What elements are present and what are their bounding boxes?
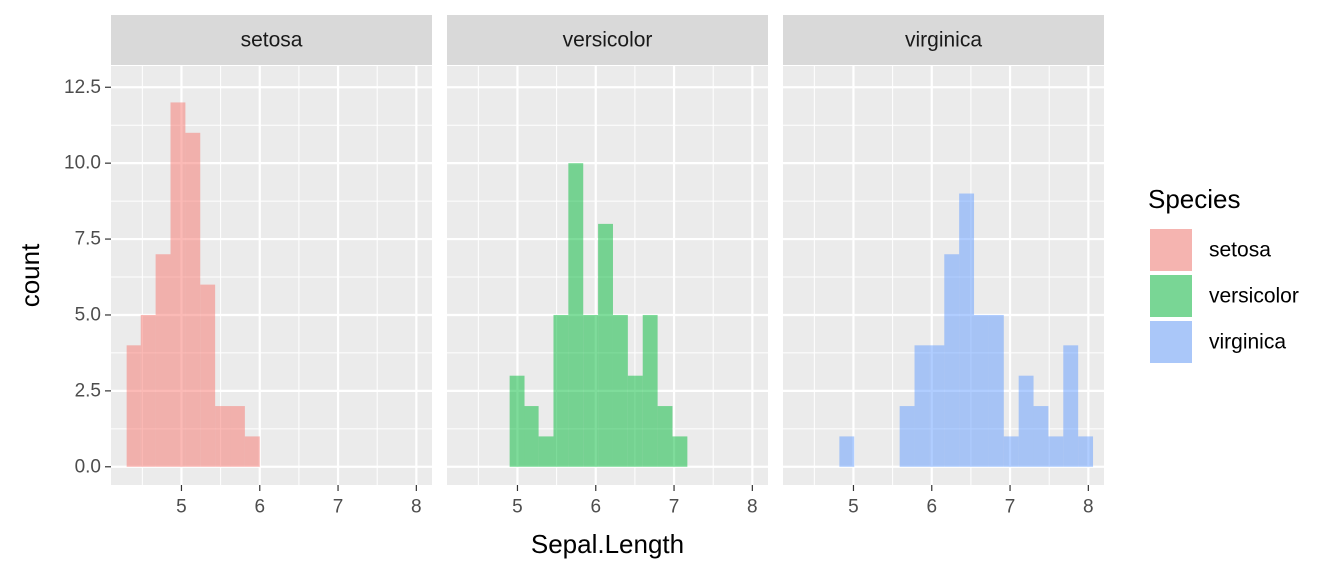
legend-swatch-virginica xyxy=(1150,321,1192,363)
x-tick-label: 7 xyxy=(669,497,680,518)
x-tick-label: 5 xyxy=(176,497,187,518)
x-tick-label: 6 xyxy=(590,497,601,518)
y-tick-label: 5.0 xyxy=(75,304,101,325)
histogram-bar-virginica xyxy=(914,345,930,467)
histogram-bar-versicolor xyxy=(598,223,613,467)
y-tick-label: 7.5 xyxy=(75,229,101,250)
y-tick-label: 2.5 xyxy=(75,380,101,401)
histogram-bar-virginica xyxy=(974,314,989,467)
histogram-bar-versicolor xyxy=(627,375,643,467)
histogram-bar-versicolor xyxy=(509,375,525,467)
histogram-bar-virginica xyxy=(1018,375,1034,467)
y-tick-label: 0.0 xyxy=(75,456,101,477)
histogram-bar-virginica xyxy=(839,436,855,467)
legend-label: setosa xyxy=(1209,239,1271,262)
histogram-bar-virginica xyxy=(1033,406,1049,467)
histogram-bar-setosa xyxy=(215,406,231,467)
histogram-bar-virginica xyxy=(899,406,915,467)
histogram-bar-virginica xyxy=(988,314,1004,467)
x-tick-label: 7 xyxy=(333,497,344,518)
histogram-bar-setosa xyxy=(155,254,171,467)
x-tick-label: 8 xyxy=(747,497,758,518)
x-tick-label: 5 xyxy=(512,497,523,518)
facet-strip-label: setosa xyxy=(241,29,303,52)
histogram-bar-setosa xyxy=(244,436,260,467)
histogram-bar-setosa xyxy=(170,102,186,467)
histogram-bar-versicolor xyxy=(568,163,584,467)
legend-title: Species xyxy=(1148,184,1241,214)
histogram-bar-versicolor xyxy=(583,314,599,467)
histogram-bar-versicolor xyxy=(553,314,569,467)
x-tick-label: 7 xyxy=(1005,497,1016,518)
legend-swatch-versicolor xyxy=(1150,275,1192,317)
facet-strip-virginica xyxy=(783,15,1104,65)
histogram-bar-virginica xyxy=(959,193,975,467)
facet-strip-setosa xyxy=(111,15,432,65)
x-tick-label: 8 xyxy=(411,497,422,518)
histogram-bar-versicolor xyxy=(657,406,673,467)
histogram-bar-versicolor xyxy=(672,436,688,467)
histogram-bar-virginica xyxy=(929,345,945,467)
y-axis-title: count xyxy=(15,243,45,307)
histogram-bar-virginica xyxy=(1078,436,1094,467)
legend-label: versicolor xyxy=(1209,285,1299,308)
histogram-bar-versicolor xyxy=(612,314,628,467)
histogram-bar-setosa xyxy=(230,406,245,467)
facet-strip-versicolor xyxy=(447,15,768,65)
legend-swatch-setosa xyxy=(1150,229,1192,271)
x-tick-label: 6 xyxy=(926,497,937,518)
y-tick-label: 10.0 xyxy=(64,153,101,174)
histogram-bar-setosa xyxy=(140,314,156,467)
histogram-bar-setosa xyxy=(200,284,216,467)
histogram-bar-setosa xyxy=(126,345,141,467)
histogram-bar-virginica xyxy=(944,254,960,467)
histogram-bar-setosa xyxy=(185,132,201,467)
histogram-bar-versicolor xyxy=(538,436,554,467)
x-tick-label: 8 xyxy=(1083,497,1094,518)
x-tick-label: 5 xyxy=(848,497,859,518)
x-axis-title: Sepal.Length xyxy=(531,529,684,559)
histogram-bar-versicolor xyxy=(524,406,539,467)
histogram-bar-virginica xyxy=(1003,436,1019,467)
facet-strip-label: versicolor xyxy=(563,29,653,52)
legend-label: virginica xyxy=(1209,331,1286,354)
y-tick-label: 12.5 xyxy=(64,77,101,98)
histogram-bar-versicolor xyxy=(642,314,658,467)
histogram-bar-virginica xyxy=(1048,436,1064,467)
facet-strip-label: virginica xyxy=(905,29,982,52)
x-tick-label: 6 xyxy=(254,497,265,518)
histogram-bar-virginica xyxy=(1063,345,1079,467)
